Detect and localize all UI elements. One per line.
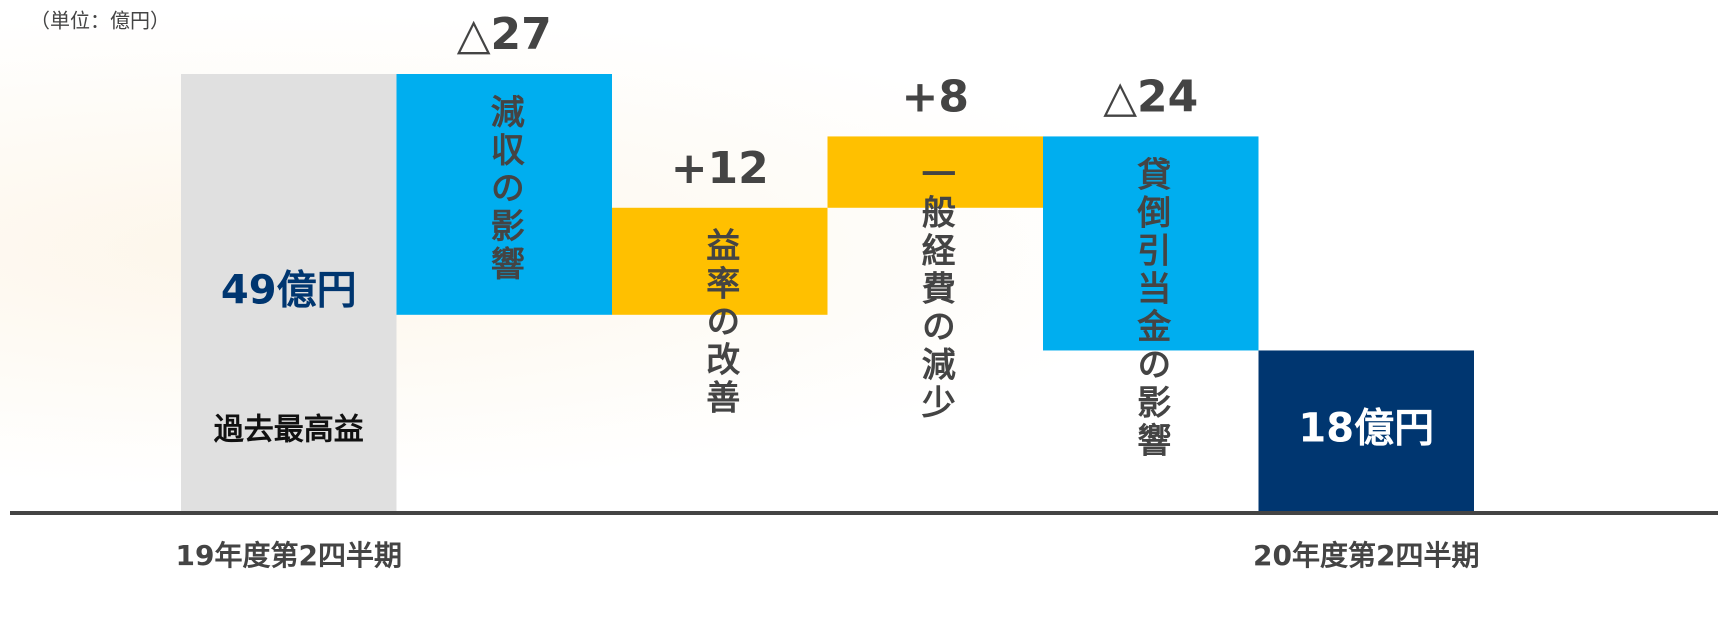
value-label: +12 [671,143,769,194]
x-tick-label: 20年度第2四半期 [1253,539,1479,572]
bar-label: 一般経費の減少 [915,156,955,422]
bar [827,136,1043,208]
bar [1043,136,1259,351]
bar-label: 益率の改善 [700,228,740,418]
bar-label: 過去最高益 [214,413,364,448]
bar [612,207,828,315]
bar [1258,350,1474,511]
value-label: 18億円 [1298,406,1434,452]
x-tick-label: 19年度第2四半期 [176,539,402,572]
bar-label: 貸倒引当金の影響 [1131,156,1172,460]
bar [181,74,397,511]
bar [396,74,612,315]
value-label: △24 [1103,71,1198,122]
value-label: +8 [902,71,969,122]
unit-note: （単位：億円） [30,9,170,33]
value-label: 49億円 [221,268,357,314]
value-label: △27 [457,9,552,60]
bar-label: 減収の影響 [484,94,524,284]
